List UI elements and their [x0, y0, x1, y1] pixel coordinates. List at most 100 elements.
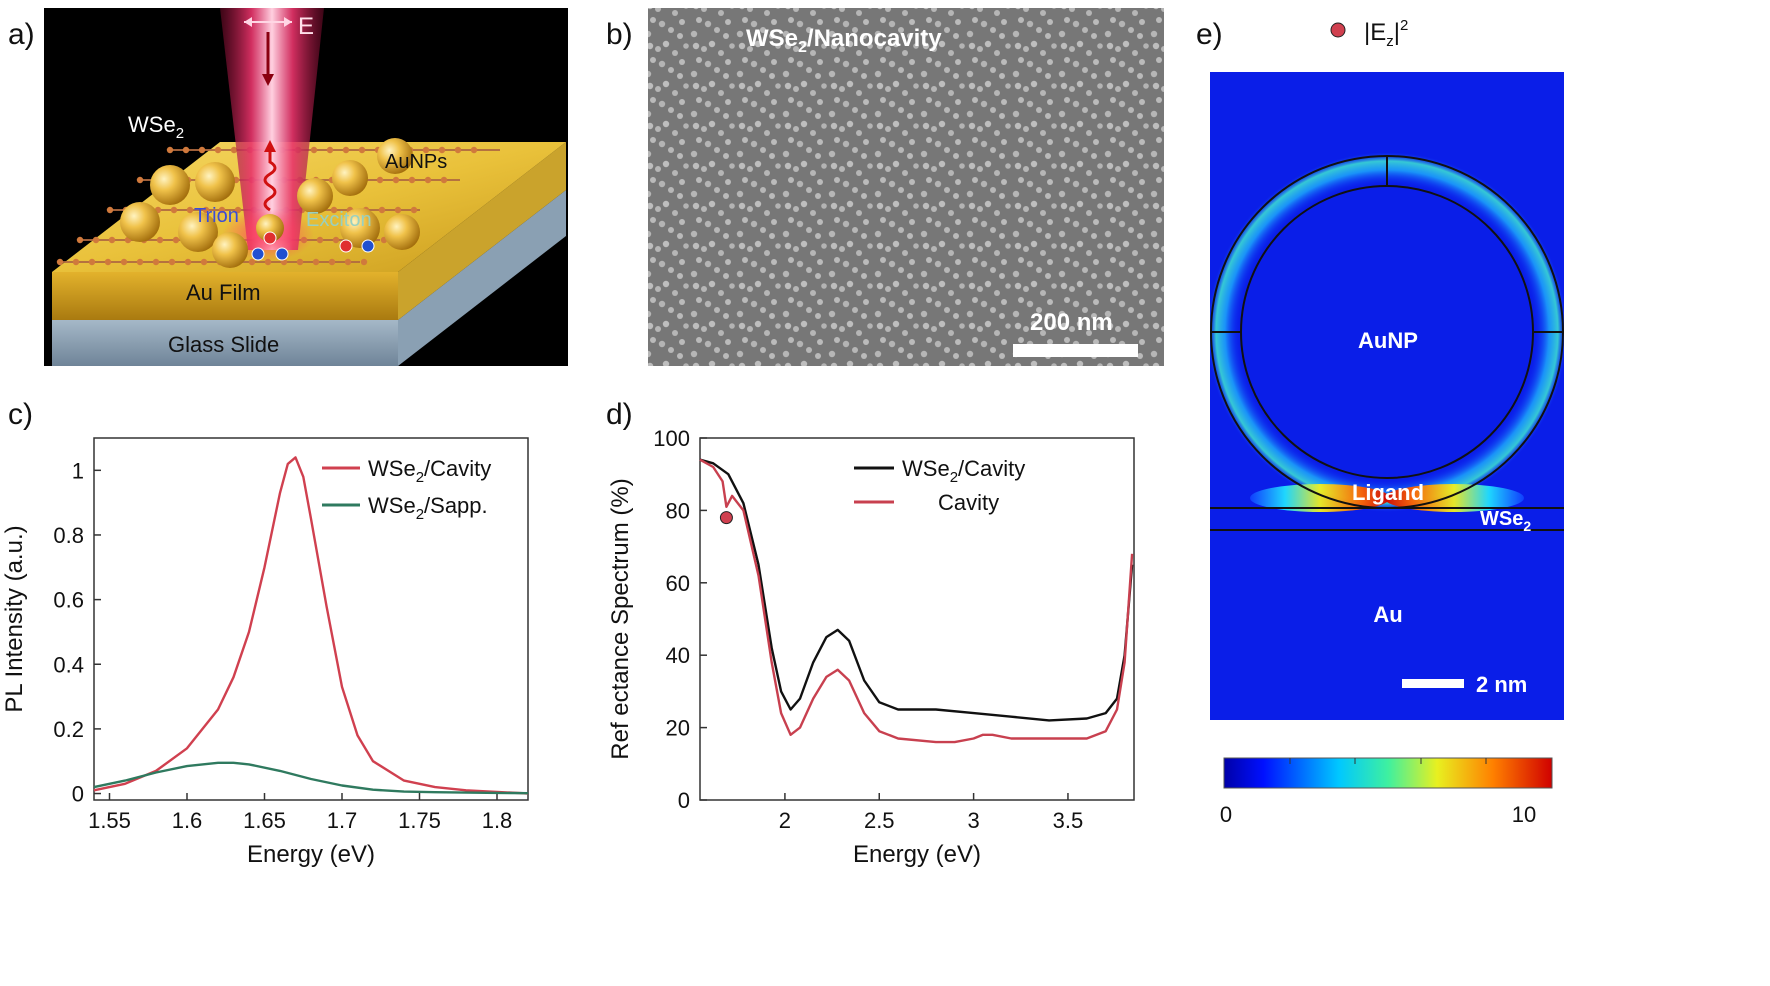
atom — [441, 177, 447, 183]
atom — [109, 237, 115, 243]
d-lines — [700, 460, 1132, 742]
d-x-axis-label: Energy (eV) — [853, 841, 981, 868]
atom — [411, 207, 417, 213]
e-legend-label: |Ez|2 — [1364, 17, 1408, 50]
d-y-axis-label: Ref ectance Spectrum (%) — [607, 478, 634, 759]
c-legend-cavity: WSe2/Cavity — [368, 456, 491, 486]
atom — [313, 259, 319, 265]
d-legend: WSe2/Cavity Cavity — [854, 456, 1025, 515]
x-tick-label: 2 — [779, 808, 791, 833]
exciton-label: Exciton — [306, 209, 372, 231]
y-tick-label: 40 — [666, 643, 690, 668]
atom — [187, 207, 193, 213]
atom — [121, 259, 127, 265]
atom — [153, 259, 159, 265]
x-tick-label: 1.8 — [482, 808, 513, 833]
d-legend-cavity-wse2: WSe2/Cavity — [902, 456, 1025, 486]
atom — [169, 259, 175, 265]
atom — [73, 259, 79, 265]
sem-title: WSe2/Nanocavity — [746, 25, 942, 56]
panel-e-letter: e) — [1196, 18, 1223, 51]
plus-charge — [264, 232, 276, 244]
atom — [409, 177, 415, 183]
minus-charge — [276, 248, 288, 260]
y-tick-label: 0 — [678, 788, 690, 813]
x-tick-label: 1.65 — [243, 808, 286, 833]
atom — [199, 147, 205, 153]
atom — [105, 259, 111, 265]
atom — [359, 147, 365, 153]
atom — [137, 259, 143, 265]
atom — [215, 147, 221, 153]
y-tick-label: 0 — [72, 782, 84, 807]
panel-d: d) 2 2.5 3 3.5 0 20 40 60 80 100 Energy (eV) Ref … — [606, 398, 1134, 868]
colorbar-max: 10 — [1512, 802, 1536, 827]
atom — [171, 207, 177, 213]
y-tick-label: 60 — [666, 571, 690, 596]
e-scale-label: 2 nm — [1476, 672, 1527, 697]
y-tick-label: 1 — [72, 458, 84, 483]
data-marker — [720, 512, 732, 524]
atom — [77, 237, 83, 243]
c-legend: WSe2/Cavity WSe2/Sapp. — [322, 456, 491, 523]
atom — [455, 147, 461, 153]
trion-label: Trion — [194, 205, 239, 227]
panel-c: c) 1.55 1.6 1.65 1.7 1.75 1.800.20.40.60.81 E… — [1, 398, 528, 868]
atom — [137, 177, 143, 183]
atom — [201, 259, 207, 265]
atom — [93, 237, 99, 243]
au-film-label: Au Film — [186, 280, 261, 305]
ligand-label: Ligand — [1352, 480, 1424, 505]
x-tick-label: 2.5 — [864, 808, 895, 833]
y-tick-label: 100 — [653, 426, 690, 451]
panel-a: a) — [8, 8, 568, 366]
y-tick-label: 0.4 — [53, 652, 84, 677]
atom — [425, 177, 431, 183]
x-tick-label: 1.6 — [172, 808, 203, 833]
atom — [173, 237, 179, 243]
x-tick-label: 1.55 — [88, 808, 131, 833]
y-tick-label: 0.2 — [53, 717, 84, 742]
minus-charge — [252, 248, 264, 260]
y-tick-label: 20 — [666, 716, 690, 741]
atom — [345, 259, 351, 265]
d-ticks: 2 2.5 3 3.5 0 20 40 60 80 100 — [653, 426, 1083, 833]
minus-charge — [362, 240, 374, 252]
plus-charge — [340, 240, 352, 252]
panel-b: b) WSe2/Nanocavity 200 nm — [606, 8, 1164, 366]
x-tick-label: 3.5 — [1053, 808, 1084, 833]
sem-scale-bar — [1013, 344, 1138, 357]
atom — [107, 207, 113, 213]
aunp-label: AuNP — [1358, 328, 1418, 353]
c-y-axis-label: PL Intensity (a.u.) — [1, 525, 28, 712]
atom — [393, 177, 399, 183]
atom — [185, 259, 191, 265]
y-tick-label: 80 — [666, 498, 690, 523]
atom — [157, 237, 163, 243]
panel-e: e) |Ez|2 AuNP Ligand WSe2 Au 2 nm — [1196, 17, 1567, 827]
e-scale-bar — [1402, 679, 1464, 688]
panel-d-letter: d) — [606, 398, 633, 431]
series-line-wse2-cavity — [700, 460, 1132, 721]
x-tick-label: 3 — [967, 808, 979, 833]
colorbar-min: 0 — [1220, 802, 1232, 827]
x-tick-label: 1.75 — [398, 808, 441, 833]
atom — [57, 259, 63, 265]
c-legend-sapp: WSe2/Sapp. — [368, 493, 488, 523]
atom — [361, 259, 367, 265]
c-x-axis-label: Energy (eV) — [247, 841, 375, 868]
atom — [343, 147, 349, 153]
panel-a-letter: a) — [8, 18, 35, 51]
aunps-label: AuNPs — [385, 151, 447, 173]
atom — [377, 177, 383, 183]
atom — [327, 147, 333, 153]
au-label: Au — [1373, 602, 1402, 627]
atom — [379, 207, 385, 213]
sem-scale-label: 200 nm — [1030, 309, 1113, 336]
y-tick-label: 0.8 — [53, 523, 84, 548]
d-legend-cavity: Cavity — [938, 490, 999, 515]
e-legend-marker — [1331, 23, 1345, 37]
y-tick-label: 0.6 — [53, 588, 84, 613]
panel-b-letter: b) — [606, 18, 633, 51]
field-label: E — [298, 13, 314, 40]
